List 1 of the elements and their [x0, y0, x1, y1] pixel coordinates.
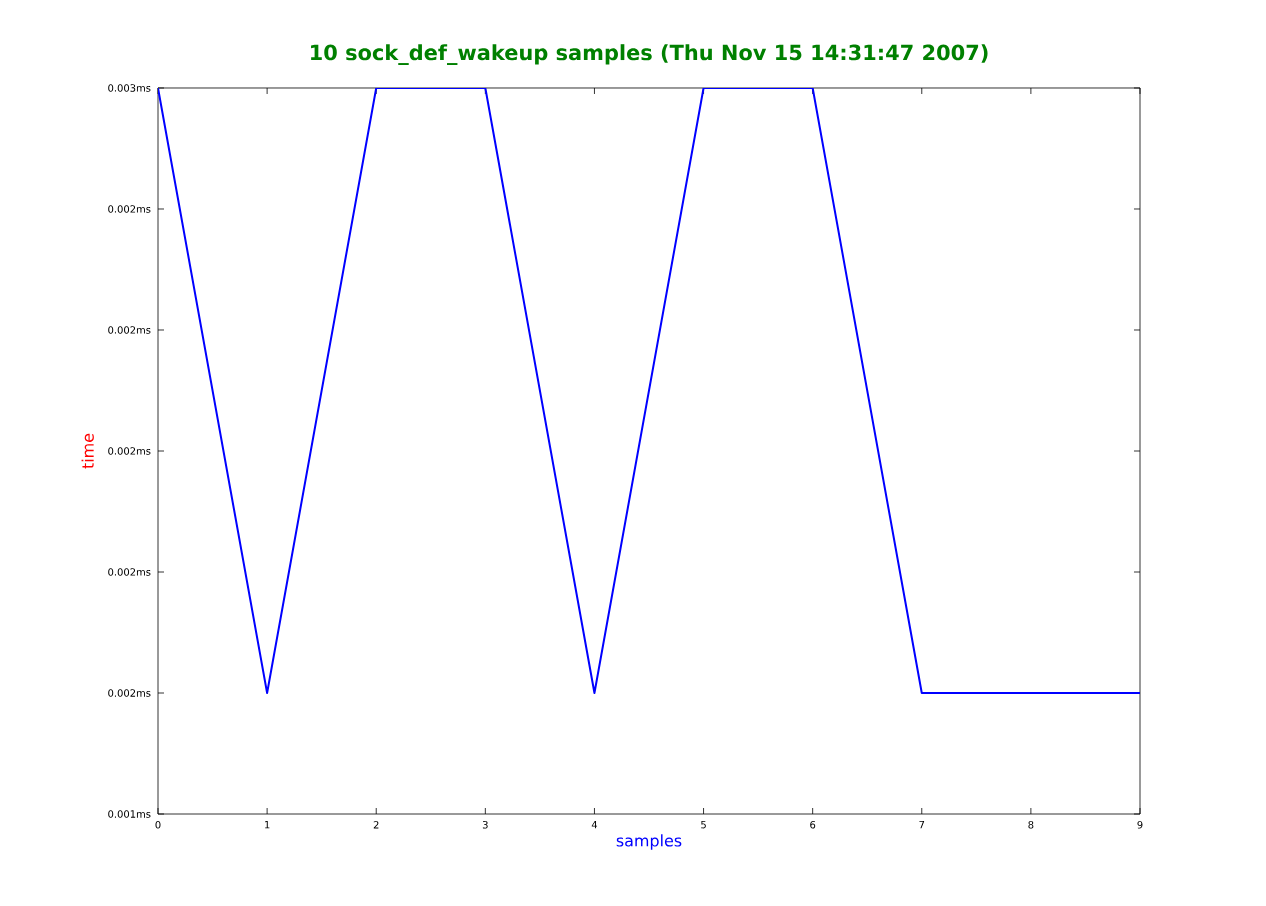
chart-title: 10 sock_def_wakeup samples (Thu Nov 15 14:31:47 2007)	[311, 44, 988, 65]
